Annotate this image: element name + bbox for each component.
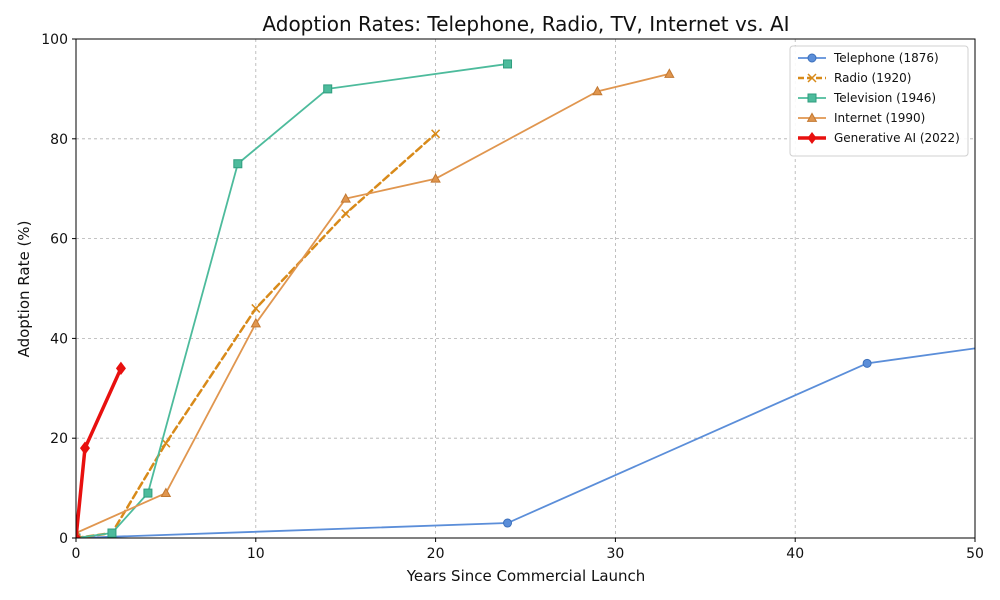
x-axis-label: Years Since Commercial Launch [406, 567, 646, 585]
series-line [76, 63, 509, 538]
legend-item: Internet (1990) [798, 111, 925, 125]
legend-item: Radio (1920) [798, 71, 911, 85]
data-point [233, 159, 243, 169]
series-line [76, 366, 123, 538]
legend-item: Television (1946) [798, 91, 936, 105]
data-point [340, 193, 351, 203]
legend-item: Telephone (1876) [798, 51, 939, 65]
data-point [664, 68, 675, 78]
series-line [76, 347, 975, 538]
series-line [76, 73, 671, 534]
legend-marker [807, 131, 817, 145]
y-tick-label: 40 [50, 331, 68, 347]
y-tick-label: 100 [41, 32, 68, 48]
data-point [341, 209, 351, 219]
data-point [431, 129, 441, 139]
plot-frame [75, 38, 976, 539]
legend-label: Telephone (1876) [833, 51, 939, 65]
legend-marker [806, 112, 818, 122]
series-3 [76, 68, 675, 537]
y-axis-label: Adoption Rate (%) [15, 221, 33, 358]
x-axis: 0 10 20 30 40 50 [72, 538, 984, 562]
data-point [250, 317, 262, 328]
data-point [862, 358, 872, 368]
y-tick-label: 0 [59, 531, 68, 547]
series-0 [76, 347, 975, 538]
data-point [161, 438, 171, 448]
data-point [107, 528, 117, 538]
x-tick-label: 10 [247, 546, 265, 562]
y-tick-label: 80 [50, 132, 68, 148]
x-tick-label: 50 [966, 546, 984, 562]
data-point [503, 59, 513, 69]
series-layer [76, 59, 975, 538]
y-tick-label: 20 [50, 431, 68, 447]
legend-label: Generative AI (2022) [834, 131, 960, 145]
data-point [79, 441, 91, 455]
legend-label: Television (1946) [833, 91, 936, 105]
data-point [503, 518, 513, 528]
x-tick-label: 20 [427, 546, 445, 562]
series-4 [76, 361, 126, 538]
legend-box [789, 45, 969, 157]
x-tick-label: 40 [786, 546, 804, 562]
legend-label: Radio (1920) [834, 71, 911, 85]
legend-label: Internet (1990) [834, 111, 925, 125]
legend-item: Generative AI (2022) [798, 131, 960, 145]
x-tick-label: 0 [72, 546, 81, 562]
legend-marker [807, 73, 817, 83]
y-tick-label: 60 [50, 232, 68, 248]
series-2 [76, 59, 513, 538]
legend-marker [807, 93, 817, 103]
data-point [323, 84, 333, 94]
legend-marker [807, 53, 817, 63]
data-point [430, 173, 441, 183]
data-point [251, 303, 261, 313]
legend: Telephone (1876) Radio (1920) Television (… [789, 45, 969, 157]
data-point [143, 488, 153, 498]
data-point [76, 531, 82, 538]
y-axis: 0 20 40 60 80 100 [41, 32, 76, 547]
data-point [115, 361, 126, 376]
data-point [592, 85, 603, 96]
x-tick-label: 30 [606, 546, 624, 562]
chart-title: Adoption Rates: Telephone, Radio, TV, In… [262, 12, 789, 36]
data-point [160, 487, 172, 497]
series-line [76, 132, 437, 538]
